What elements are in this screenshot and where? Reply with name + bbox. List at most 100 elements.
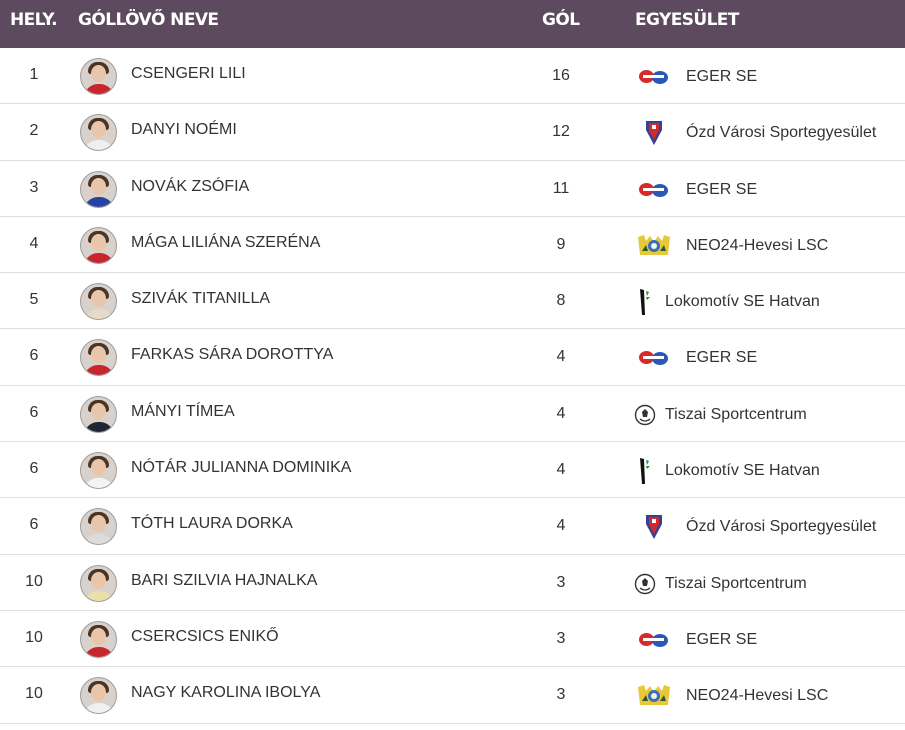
goals-cell: 11	[552, 179, 570, 197]
club-name[interactable]: EGER SE	[686, 68, 758, 85]
table-row[interactable]: 6 FARKAS SÁRA DOROTTYA 4 EGER SE	[0, 329, 905, 386]
lokomotiv-hatvan-logo-icon	[627, 458, 663, 485]
player-avatar[interactable]	[80, 283, 117, 321]
table-row[interactable]: 2 DANYI NOÉMI 12 Ózd Városi Sportegyesület	[0, 104, 905, 161]
goals-cell: 3	[556, 629, 566, 647]
club-name[interactable]: Ózd Városi Sportegyesület	[686, 124, 877, 142]
table-row[interactable]: 6 MÁNYI TÍMEA 4 Tiszai Sportcentrum	[0, 386, 905, 443]
ozd-shield-logo-icon	[636, 514, 672, 540]
player-avatar[interactable]	[80, 339, 117, 377]
hevesi-lsc-logo-icon	[636, 683, 672, 709]
header-goals: GÓL	[542, 10, 580, 30]
rank-cell: 6	[29, 403, 39, 421]
player-name[interactable]: CSENGERI LILI	[131, 65, 246, 82]
player-avatar[interactable]	[80, 620, 117, 658]
club-cell[interactable]: NEO24-Hevesi LSC	[636, 683, 828, 709]
goals-cell: 4	[556, 404, 566, 422]
table-row[interactable]: 4 MÁGA LILIÁNA SZERÉNA 9 NEO24-Hevesi LSC	[0, 217, 905, 274]
rank-cell: 4	[29, 234, 39, 252]
table-row[interactable]: 10 NAGY KAROLINA IBOLYA 3 NEO24-Hevesi LSC	[0, 667, 905, 724]
rank-cell: 10	[25, 685, 43, 703]
goals-cell: 3	[556, 573, 566, 591]
table-row[interactable]: 3 NOVÁK ZSÓFIA 11 EGER SE	[0, 161, 905, 217]
club-name[interactable]: Lokomotív SE Hatvan	[665, 293, 820, 311]
eger-se-logo-icon	[636, 64, 672, 90]
player-avatar[interactable]	[80, 564, 117, 602]
goals-cell: 4	[556, 517, 566, 535]
player-name[interactable]: DANYI NOÉMI	[131, 121, 237, 139]
table-row[interactable]: 10 BARI SZILVIA HAJNALKA 3 Tiszai Sportcent…	[0, 555, 905, 611]
hevesi-lsc-logo-icon	[636, 233, 672, 259]
goals-cell: 4	[556, 348, 566, 366]
club-cell[interactable]: Tiszai Sportcentrum	[627, 402, 807, 428]
goals-cell: 12	[552, 123, 570, 141]
club-cell[interactable]: EGER SE	[636, 64, 757, 90]
table-row[interactable]: 6 NÓTÁR JULIANNA DOMINIKA 4 Lokomotív SE Ha…	[0, 442, 905, 499]
rank-cell: 10	[25, 628, 43, 646]
rank-cell: 3	[29, 178, 39, 196]
player-avatar[interactable]	[80, 452, 117, 490]
player-avatar[interactable]	[80, 170, 117, 208]
player-name[interactable]: SZIVÁK TITANILLA	[131, 290, 271, 308]
goals-cell: 9	[556, 235, 566, 253]
player-avatar[interactable]	[80, 677, 117, 715]
rank-cell: 6	[29, 347, 39, 365]
eger-se-logo-icon	[636, 345, 672, 371]
table-row[interactable]: 10 CSERCSICS ENIKŐ 3 EGER SE	[0, 611, 905, 668]
player-name[interactable]: MÁGA LILIÁNA SZERÉNA	[131, 233, 321, 251]
club-name[interactable]: EGER SE	[686, 180, 758, 198]
player-avatar[interactable]	[80, 508, 117, 546]
player-name[interactable]: BARI SZILVIA HAJNALKA	[131, 571, 318, 589]
tiszai-ball-logo-icon	[627, 402, 663, 428]
club-name[interactable]: NEO24-Hevesi LSC	[686, 236, 829, 254]
rank-cell: 6	[29, 460, 39, 478]
club-name[interactable]: Tiszai Sportcentrum	[665, 574, 807, 592]
player-name[interactable]: TÓTH LAURA DORKA	[131, 515, 293, 533]
player-name[interactable]: NAGY KAROLINA IBOLYA	[131, 684, 321, 702]
club-name[interactable]: Tiszai Sportcentrum	[665, 405, 807, 423]
rank-cell: 5	[29, 291, 39, 309]
club-cell[interactable]: Ózd Városi Sportegyesület	[636, 120, 876, 146]
header-name: GÓLLÖVŐ NEVE	[78, 10, 219, 30]
club-cell[interactable]: EGER SE	[636, 177, 757, 203]
club-cell[interactable]: Ózd Városi Sportegyesület	[636, 514, 876, 540]
table-row[interactable]: 6 TÓTH LAURA DORKA 4 Ózd Városi Sportegyesü…	[0, 498, 905, 555]
player-avatar[interactable]	[80, 114, 117, 152]
club-name[interactable]: EGER SE	[686, 630, 758, 648]
player-name[interactable]: MÁNYI TÍMEA	[131, 402, 235, 420]
player-name[interactable]: FARKAS SÁRA DOROTTYA	[131, 346, 334, 364]
club-cell[interactable]: EGER SE	[636, 345, 757, 371]
club-name[interactable]: EGER SE	[686, 349, 758, 367]
player-avatar[interactable]	[80, 226, 117, 264]
rank-cell: 10	[25, 572, 43, 590]
eger-se-logo-icon	[636, 627, 672, 653]
table-header: HELY. GÓLLÖVŐ NEVE GÓL EGYESÜLET	[0, 0, 905, 48]
player-name[interactable]: NOVÁK ZSÓFIA	[131, 177, 250, 195]
scorers-table-body: 1 CSENGERI LILI 16 EGER SE 2 DANYI NOÉMI 12 Ózd…	[0, 48, 905, 724]
table-row[interactable]: 5 SZIVÁK TITANILLA 8 Lokomotív SE Hatvan	[0, 273, 905, 330]
table-row[interactable]: 1 CSENGERI LILI 16 EGER SE	[0, 48, 905, 105]
header-club: EGYESÜLET	[635, 10, 739, 30]
club-name[interactable]: NEO24-Hevesi LSC	[686, 687, 829, 705]
club-cell[interactable]: Lokomotív SE Hatvan	[627, 458, 820, 485]
club-cell[interactable]: Tiszai Sportcentrum	[627, 571, 807, 597]
lokomotiv-hatvan-logo-icon	[627, 289, 663, 316]
player-name[interactable]: NÓTÁR JULIANNA DOMINIKA	[131, 459, 352, 477]
player-avatar[interactable]	[80, 58, 117, 95]
rank-cell: 6	[29, 516, 39, 534]
rank-cell: 1	[29, 66, 39, 83]
club-name[interactable]: Lokomotív SE Hatvan	[665, 462, 820, 480]
goals-cell: 4	[556, 461, 566, 479]
club-cell[interactable]: NEO24-Hevesi LSC	[636, 233, 828, 259]
ozd-shield-logo-icon	[636, 120, 672, 146]
goals-cell: 16	[552, 67, 570, 84]
club-cell[interactable]: EGER SE	[636, 627, 757, 653]
goals-cell: 3	[556, 686, 566, 704]
club-name[interactable]: Ózd Városi Sportegyesület	[686, 518, 877, 536]
player-name[interactable]: CSERCSICS ENIKŐ	[131, 627, 279, 645]
goals-cell: 8	[556, 292, 566, 310]
rank-cell: 2	[29, 122, 39, 140]
club-cell[interactable]: Lokomotív SE Hatvan	[627, 289, 820, 316]
eger-se-logo-icon	[636, 177, 672, 203]
player-avatar[interactable]	[80, 395, 117, 433]
